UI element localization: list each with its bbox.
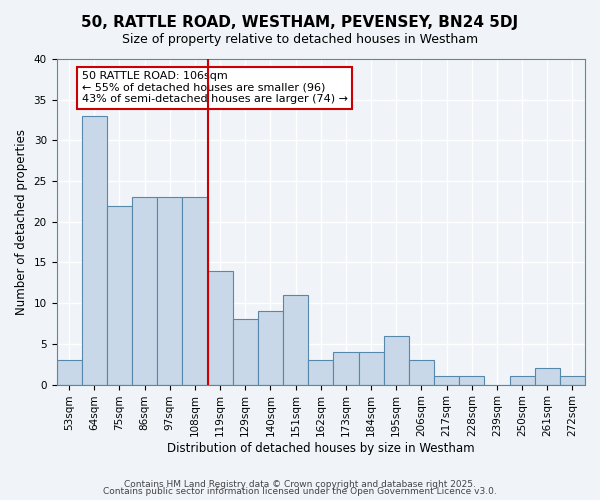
Bar [208, 270, 233, 384]
Bar [359, 352, 383, 384]
Bar [535, 368, 560, 384]
Bar [308, 360, 334, 384]
Text: Contains HM Land Registry data © Crown copyright and database right 2025.: Contains HM Land Registry data © Crown c… [124, 480, 476, 489]
Bar [459, 376, 484, 384]
Bar [434, 376, 459, 384]
Text: 50 RATTLE ROAD: 106sqm
← 55% of detached houses are smaller (96)
43% of semi-det: 50 RATTLE ROAD: 106sqm ← 55% of detached… [82, 71, 347, 104]
Bar [560, 376, 585, 384]
Text: 50, RATTLE ROAD, WESTHAM, PEVENSEY, BN24 5DJ: 50, RATTLE ROAD, WESTHAM, PEVENSEY, BN24… [82, 15, 518, 30]
Bar [107, 206, 132, 384]
Bar [56, 360, 82, 384]
Bar [283, 295, 308, 384]
Y-axis label: Number of detached properties: Number of detached properties [15, 129, 28, 315]
Text: Size of property relative to detached houses in Westham: Size of property relative to detached ho… [122, 32, 478, 46]
Bar [258, 312, 283, 384]
Bar [334, 352, 359, 384]
Bar [383, 336, 409, 384]
Bar [409, 360, 434, 384]
X-axis label: Distribution of detached houses by size in Westham: Distribution of detached houses by size … [167, 442, 475, 455]
Bar [509, 376, 535, 384]
Text: Contains public sector information licensed under the Open Government Licence v3: Contains public sector information licen… [103, 488, 497, 496]
Bar [233, 320, 258, 384]
Bar [82, 116, 107, 384]
Bar [182, 198, 208, 384]
Bar [132, 198, 157, 384]
Bar [157, 198, 182, 384]
